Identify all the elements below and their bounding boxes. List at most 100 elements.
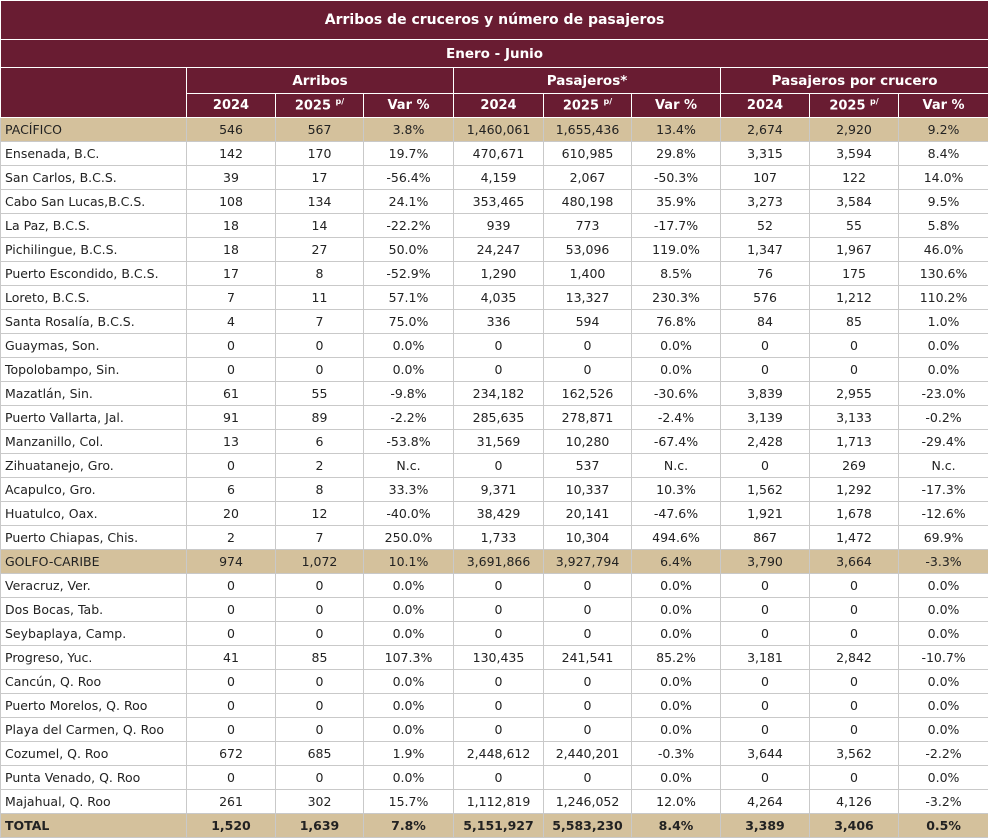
value-cell: 4 [186, 309, 276, 334]
value-cell: 18 [186, 237, 276, 262]
value-cell: 0 [453, 453, 544, 478]
value-cell: 0.0% [897, 333, 988, 358]
port-name-cell: Ensenada, B.C. [0, 141, 187, 166]
value-cell: 1,290 [453, 261, 544, 286]
value-cell: 50.0% [363, 237, 454, 262]
value-cell: 29.8% [631, 141, 721, 166]
value-cell: 1,678 [809, 501, 899, 526]
value-cell: -52.9% [363, 261, 454, 286]
value-cell: 1,520 [186, 813, 276, 838]
value-cell: 0 [809, 669, 899, 694]
year-header: 2024 [186, 93, 276, 118]
value-cell: 1.9% [363, 741, 454, 766]
value-cell: 107 [720, 165, 810, 190]
value-cell: 3,273 [720, 189, 810, 214]
value-cell: 84 [720, 309, 810, 334]
year-header: Var % [363, 93, 454, 118]
value-cell: 7 [275, 525, 364, 550]
value-cell: 3,315 [720, 141, 810, 166]
table-row: Manzanillo, Col. 13 6 -53.8% 31,569 10,280 -67… [0, 429, 988, 454]
value-cell: 0.0% [897, 573, 988, 598]
table-row: La Paz, B.C.S. 18 14 -22.2% 939 773 -17.7% 52 55… [0, 213, 988, 238]
value-cell: 3,139 [720, 405, 810, 430]
table-row: Puerto Morelos, Q. Roo 0 0 0.0% 0 0 0.0% 0 0 0.0% [0, 693, 988, 718]
value-cell: 230.3% [631, 285, 721, 310]
table-row: Guaymas, Son. 0 0 0.0% 0 0 0.0% 0 0 0.0% [0, 333, 988, 358]
value-cell: -23.0% [897, 381, 988, 406]
value-cell: 89 [275, 405, 364, 430]
port-name-cell: Puerto Vallarta, Jal. [0, 405, 187, 430]
value-cell: 0 [543, 693, 632, 718]
value-cell: 1,292 [809, 477, 899, 502]
value-cell: 122 [809, 165, 899, 190]
value-cell: 2 [186, 525, 276, 550]
value-cell: 0 [809, 717, 899, 742]
value-cell: 5,151,927 [453, 813, 544, 838]
value-cell: 2,067 [543, 165, 632, 190]
value-cell: 85.2% [631, 645, 721, 670]
value-cell: 0.0% [631, 669, 721, 694]
value-cell: 91 [186, 405, 276, 430]
value-cell: 336 [453, 309, 544, 334]
region-row: PACÍFICO 546 567 3.8% 1,460,061 1,655,436 13.4… [0, 117, 988, 142]
value-cell: 27 [275, 237, 364, 262]
table-row: Santa Rosalía, B.C.S. 4 7 75.0% 336 594 76.8% 8… [0, 309, 988, 334]
value-cell: 0.0% [631, 693, 721, 718]
value-cell: 2,448,612 [453, 741, 544, 766]
value-cell: 0 [275, 765, 364, 790]
value-cell: 0.0% [897, 669, 988, 694]
value-cell: 470,671 [453, 141, 544, 166]
value-cell: 2 [275, 453, 364, 478]
table-row: Seybaplaya, Camp. 0 0 0.0% 0 0 0.0% 0 0 0.0% [0, 621, 988, 646]
value-cell: 2,674 [720, 117, 810, 142]
value-cell: 8.5% [631, 261, 721, 286]
value-cell: 41 [186, 645, 276, 670]
value-cell: 1,921 [720, 501, 810, 526]
value-cell: 10,280 [543, 429, 632, 454]
group-header-pasajeros: Pasajeros* [453, 67, 721, 94]
value-cell: 69.9% [897, 525, 988, 550]
value-cell: 0 [720, 765, 810, 790]
value-cell: 19.7% [363, 141, 454, 166]
value-cell: 130,435 [453, 645, 544, 670]
value-cell: 10.1% [363, 549, 454, 574]
value-cell: 46.0% [897, 237, 988, 262]
value-cell: 234,182 [453, 381, 544, 406]
value-cell: 55 [275, 381, 364, 406]
value-cell: 0 [809, 333, 899, 358]
value-cell: 14 [275, 213, 364, 238]
value-cell: 0 [809, 621, 899, 646]
value-cell: 8 [275, 477, 364, 502]
value-cell: 14.0% [897, 165, 988, 190]
value-cell: 0.0% [631, 597, 721, 622]
value-cell: 0 [543, 669, 632, 694]
table-row: Punta Venado, Q. Roo 0 0 0.0% 0 0 0.0% 0 0 0.0% [0, 765, 988, 790]
year-header: 2025 p/ [275, 93, 364, 118]
value-cell: -2.2% [363, 405, 454, 430]
port-name-cell: Puerto Morelos, Q. Roo [0, 693, 187, 718]
value-cell: 302 [275, 789, 364, 814]
table-row: Ensenada, B.C. 142 170 19.7% 470,671 610,985 2… [0, 141, 988, 166]
value-cell: 3,389 [720, 813, 810, 838]
year-header: 2025 p/ [543, 93, 632, 118]
value-cell: 3,790 [720, 549, 810, 574]
value-cell: 0 [453, 621, 544, 646]
table-row: Cabo San Lucas,B.C.S. 108 134 24.1% 353,465 4… [0, 189, 988, 214]
value-cell: 0.5% [897, 813, 988, 838]
value-cell: 0 [186, 597, 276, 622]
value-cell: -67.4% [631, 429, 721, 454]
value-cell: 0 [809, 693, 899, 718]
value-cell: 250.0% [363, 525, 454, 550]
value-cell: 3,562 [809, 741, 899, 766]
value-cell: 0.0% [897, 717, 988, 742]
value-cell: 1,246,052 [543, 789, 632, 814]
value-cell: 3,594 [809, 141, 899, 166]
value-cell: -2.2% [897, 741, 988, 766]
value-cell: 0 [720, 621, 810, 646]
value-cell: 134 [275, 189, 364, 214]
value-cell: -50.3% [631, 165, 721, 190]
value-cell: 3,664 [809, 549, 899, 574]
value-cell: 2,920 [809, 117, 899, 142]
value-cell: 1,562 [720, 477, 810, 502]
value-cell: 0 [809, 357, 899, 382]
